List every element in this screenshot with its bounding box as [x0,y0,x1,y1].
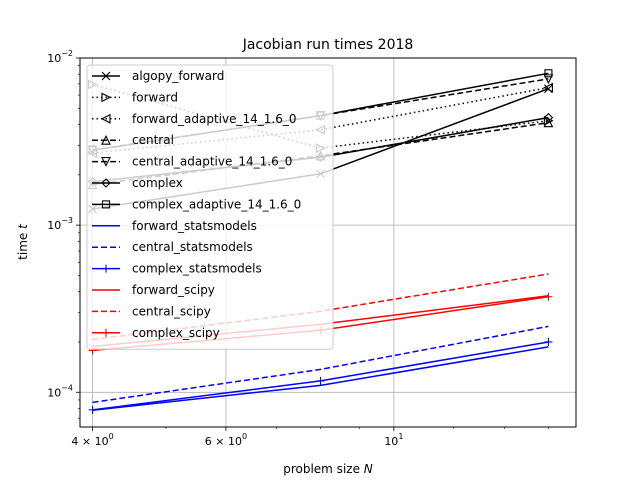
legend-marker [102,328,110,337]
y-tick-label: 10−2 [47,49,73,65]
legend-entry: central_adaptive_14_1.6_0 [92,155,292,169]
legend-entry: complex_statsmodels [92,262,262,276]
legend-label: central [132,133,174,147]
data-point [544,292,553,301]
data-point [543,117,554,128]
x-tick-label: 4 × 100 [71,432,113,448]
y-tick-label: 10−4 [47,383,73,399]
legend-entry: complex_adaptive_14_1.6_0 [92,197,301,211]
legend-box [86,64,334,350]
legend-marker [100,113,111,124]
legend-marker [101,178,111,188]
legend-entry: central_scipy [92,304,211,318]
data-point [543,74,554,85]
legend-marker [102,264,110,273]
chart-title: Jacobian run times 2018 [242,37,414,53]
data-point [544,337,553,346]
x-tick-label: 6 × 100 [205,432,247,448]
series-line [92,325,549,404]
legend-entry: complex_scipy [92,326,220,340]
legend-label: central_statsmodels [132,240,253,254]
legend-marker [101,71,111,81]
data-point [316,376,325,385]
legend-marker [101,134,111,145]
legend-marker [101,157,111,167]
legend-label: central_scipy [132,304,211,318]
legend-label: forward_scipy [132,283,215,297]
legend-label: central_adaptive_14_1.6_0 [132,155,292,169]
legend-label: forward [132,90,178,104]
data-point [544,69,553,78]
legend-marker [101,92,112,103]
legend-entry: central_statsmodels [92,240,253,254]
legend-label: algopy_forward [132,69,224,83]
legend-entry: forward_statsmodels [92,219,257,233]
data-point [543,112,554,123]
plot-frame [79,57,577,428]
legend-entry: forward_adaptive_14_1.6_0 [92,112,296,126]
legend-label: forward_adaptive_14_1.6_0 [132,112,296,126]
legend-entry: forward_scipy [92,283,215,297]
legend-label: complex_scipy [132,326,220,340]
series-central-statsmodels [92,325,549,404]
legend-label: complex_statsmodels [132,262,262,276]
legend-entry: algopy_forward [92,69,224,83]
x-axis-label: problem size N [283,462,373,476]
axis-ticks: 4 × 100 6 × 100 101 10−4 10−3 10−2 [47,49,549,448]
series-complex-statsmodels [88,337,553,414]
series-forward-statsmodels [92,346,549,412]
legend-label: complex [132,176,183,190]
legend-marker [101,200,111,209]
y-tick-label: 10−3 [47,216,73,232]
legend-label: complex_adaptive_14_1.6_0 [132,197,301,211]
y-axis-label: time t [16,223,30,260]
legend-entry: complex [92,176,183,190]
series-line [92,346,549,412]
legend-label: forward_statsmodels [132,219,257,233]
x-tick-label: 101 [384,432,403,448]
legend-entry: central [92,133,174,147]
legend-entry: forward [92,90,178,104]
data-point [88,405,97,414]
data-point [543,82,553,93]
series-line [92,86,549,154]
